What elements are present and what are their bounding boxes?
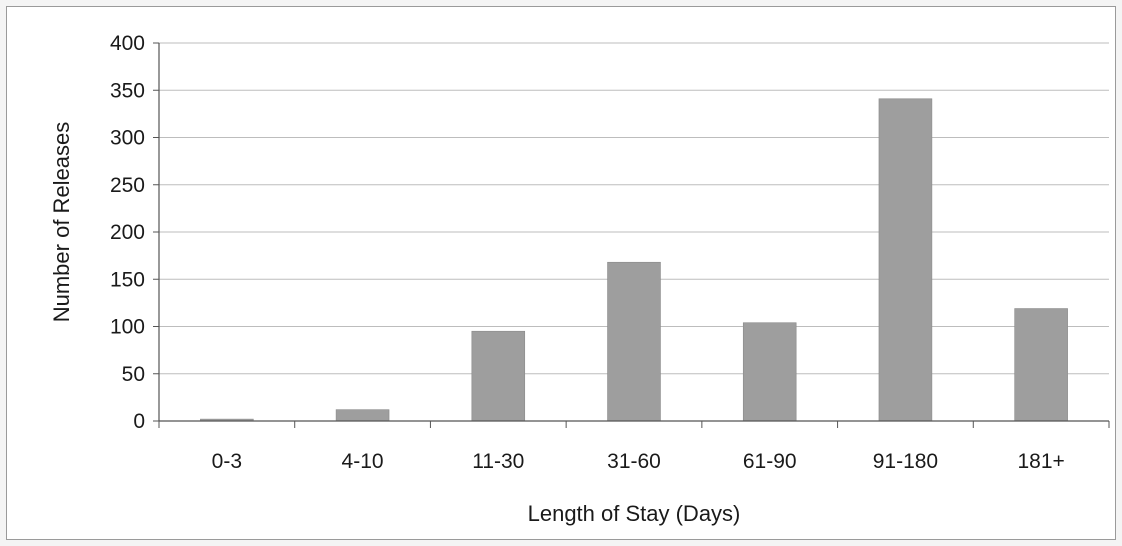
y-tick-labels: 0 50 100 150 200 250 300 350 400 — [110, 32, 145, 433]
y-tick-label: 50 — [122, 363, 145, 386]
x-tick-label: 0-3 — [212, 450, 242, 473]
y-tick-label: 300 — [110, 127, 145, 150]
x-tick-label: 181+ — [1017, 450, 1064, 473]
chart-area: 0 50 100 150 200 250 300 350 400 0-3 4-10 11-30 31-… — [6, 6, 1116, 540]
bar-181+ — [1014, 308, 1068, 422]
y-axis-title: Number of Releases — [49, 122, 74, 323]
x-axis-title: Length of Stay (Days) — [528, 501, 741, 526]
bar-61-90 — [742, 322, 797, 422]
y-tick-label: 400 — [110, 32, 145, 55]
axes — [158, 43, 1109, 422]
y-tick-label: 200 — [110, 221, 145, 244]
bar-31-60 — [607, 261, 661, 422]
bar-11-30 — [471, 330, 526, 422]
x-tick-label: 4-10 — [342, 450, 384, 473]
x-tick-label: 91-180 — [873, 450, 938, 473]
bar-91-180 — [878, 98, 933, 422]
y-tick-label: 150 — [110, 268, 145, 291]
bar-4-10 — [335, 409, 390, 422]
x-tick-labels: 0-3 4-10 11-30 31-60 61-90 91-180 181+ — [212, 450, 1065, 473]
y-tick-label: 100 — [110, 316, 145, 339]
y-tick-label: 250 — [110, 174, 145, 197]
bar-chart: 0 50 100 150 200 250 300 350 400 0-3 4-10 11-30 31-… — [49, 32, 1110, 526]
x-tick-label: 61-90 — [743, 450, 797, 473]
y-tick-label: 0 — [133, 410, 145, 433]
x-tick-label: 31-60 — [607, 450, 661, 473]
x-tick-label: 11-30 — [472, 450, 524, 473]
y-tick-label: 350 — [110, 79, 145, 102]
bars — [200, 98, 1068, 422]
